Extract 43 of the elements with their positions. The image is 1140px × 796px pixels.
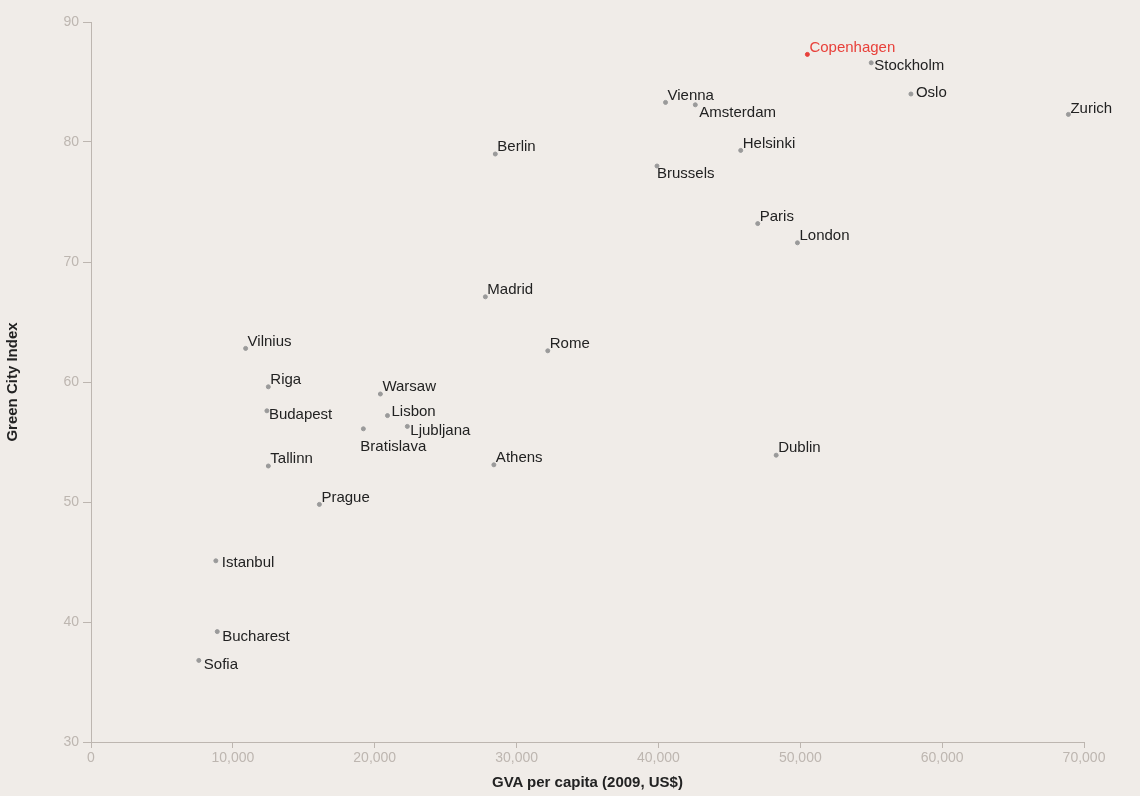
y-tick-label: 80: [63, 132, 80, 149]
annotation: London: [799, 225, 850, 243]
annotation: Lisbon: [391, 401, 436, 419]
annotation: Copenhagen: [809, 37, 896, 55]
annotation: Warsaw: [382, 377, 437, 395]
annotation: Oslo: [915, 83, 947, 101]
y-tick-label: 60: [63, 372, 80, 389]
x-tick-label: 30,000: [495, 749, 539, 766]
annotation: Budapest: [268, 404, 334, 422]
y-tick-label: 40: [63, 612, 80, 629]
annotation: Zurich: [1070, 98, 1113, 116]
annotation: Brussels: [657, 164, 715, 182]
annotation: Rome: [549, 333, 590, 351]
x-tick-label: 20,000: [353, 749, 397, 766]
annotation: Athens: [495, 447, 543, 465]
x-tick-label: 0: [87, 749, 96, 766]
annotation: Riga: [270, 369, 302, 387]
annotation: Ljubljana: [410, 420, 472, 438]
y-tick-label: 70: [63, 252, 80, 269]
y-tick-label: 90: [63, 12, 80, 29]
annotation: Vilnius: [247, 331, 292, 349]
y-axis-title: Green City Index: [3, 321, 21, 442]
annotation: Tallinn: [270, 449, 313, 467]
annotation: Madrid: [487, 279, 534, 297]
annotation: Stockholm: [874, 55, 945, 73]
annotation: Prague: [321, 487, 370, 505]
annotation: Helsinki: [742, 133, 796, 151]
annotation: Berlin: [497, 137, 536, 155]
x-tick-label: 50,000: [778, 749, 822, 766]
y-tick-label: 30: [63, 732, 80, 749]
x-axis-title: GVA per capita (2009, US$): [492, 773, 683, 791]
annotation: Istanbul: [221, 552, 275, 570]
x-tick-label: 10,000: [211, 749, 255, 766]
y-tick-label: 50: [63, 492, 80, 509]
annotation: Paris: [759, 206, 794, 224]
annotation: Vienna: [667, 85, 715, 103]
annotation: Bucharest: [222, 626, 291, 644]
annotation: Amsterdam: [699, 102, 776, 120]
annotation: Sofia: [203, 654, 239, 672]
x-tick-label: 60,000: [920, 749, 964, 766]
x-tick-label: 70,000: [1062, 749, 1106, 766]
annotation: Dublin: [778, 438, 821, 456]
x-tick-label: 40,000: [637, 749, 681, 766]
